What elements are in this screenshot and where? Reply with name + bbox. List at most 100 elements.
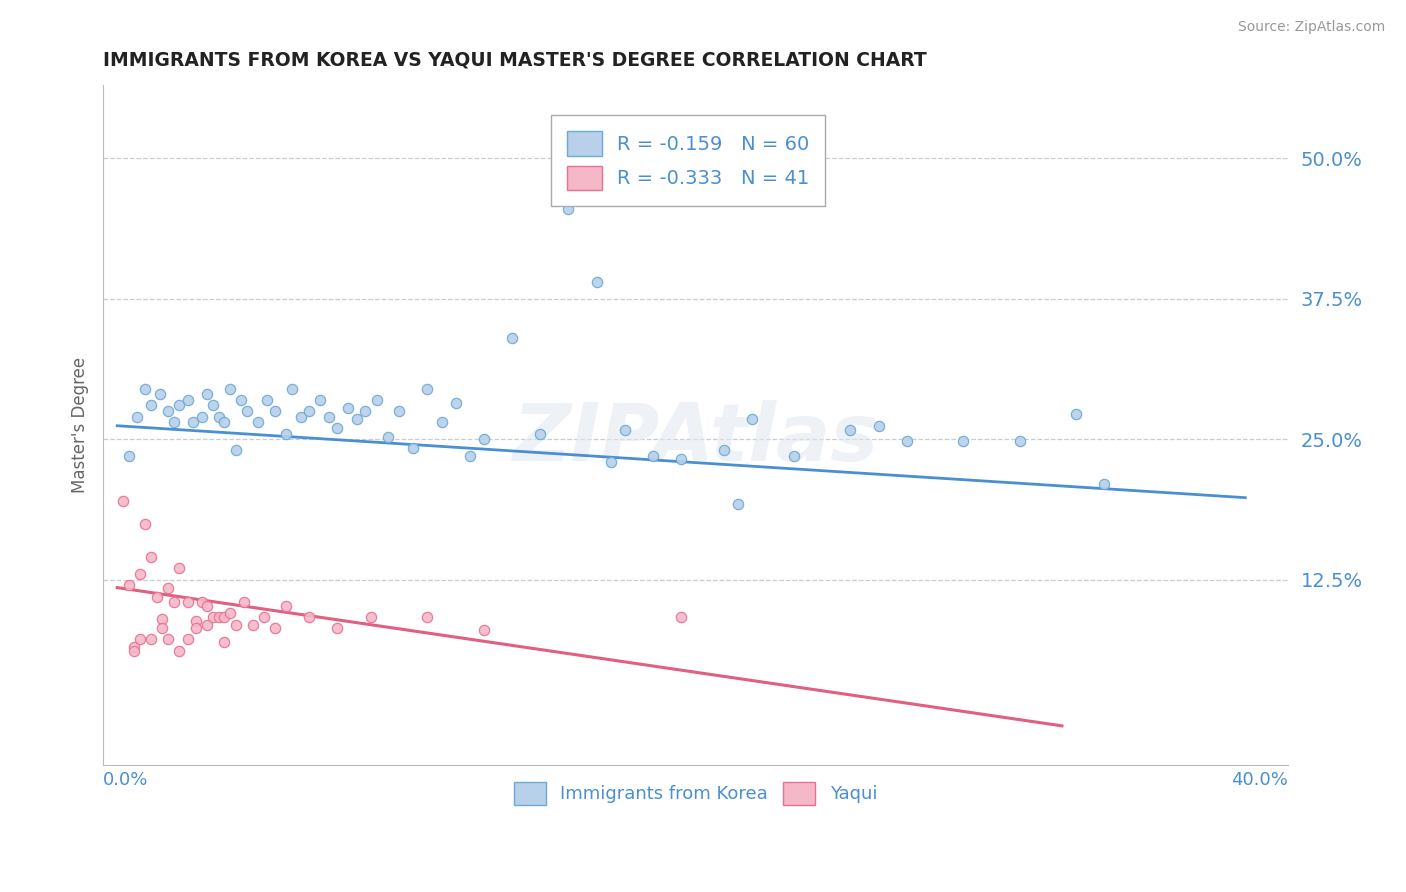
Point — [139, 632, 162, 647]
Point — [156, 404, 179, 418]
Point — [388, 404, 411, 418]
Text: 0.0%: 0.0% — [103, 772, 149, 789]
Point — [416, 610, 439, 624]
Point — [202, 399, 225, 413]
Text: Source: ZipAtlas.com: Source: ZipAtlas.com — [1237, 20, 1385, 34]
Point — [346, 412, 368, 426]
Point — [214, 634, 236, 648]
Point — [242, 617, 264, 632]
Point — [162, 415, 184, 429]
Point — [839, 423, 862, 437]
Point — [741, 412, 763, 426]
Point — [150, 621, 173, 635]
Point — [177, 632, 200, 647]
Text: 40.0%: 40.0% — [1230, 772, 1288, 789]
Point — [430, 415, 453, 429]
Point — [134, 382, 156, 396]
Point — [177, 595, 200, 609]
Point — [501, 331, 523, 345]
Point — [162, 595, 184, 609]
Point — [156, 581, 179, 595]
Point — [197, 387, 219, 401]
Point — [139, 399, 162, 413]
Point — [202, 610, 225, 624]
Point — [360, 610, 382, 624]
Point — [298, 404, 321, 418]
Point — [337, 401, 360, 415]
Point — [214, 610, 236, 624]
Point — [377, 430, 399, 444]
Point — [585, 275, 607, 289]
Point — [1092, 477, 1115, 491]
Point — [298, 610, 321, 624]
Point — [366, 392, 388, 407]
Point — [134, 516, 156, 531]
Point — [458, 449, 481, 463]
Point — [599, 455, 621, 469]
Point — [713, 443, 735, 458]
Point — [896, 434, 918, 449]
Point — [727, 497, 749, 511]
Point — [186, 615, 208, 629]
Point — [122, 643, 145, 657]
Point — [225, 617, 247, 632]
Point — [472, 432, 495, 446]
Point — [247, 415, 270, 429]
Point — [191, 595, 214, 609]
Point — [868, 418, 890, 433]
Point — [309, 392, 332, 407]
Point — [326, 621, 349, 635]
Point — [150, 612, 173, 626]
Point — [197, 599, 219, 613]
Point — [191, 409, 214, 424]
Legend: Immigrants from Korea, Yaqui: Immigrants from Korea, Yaqui — [505, 772, 886, 814]
Point — [276, 599, 298, 613]
Point — [125, 409, 148, 424]
Point — [671, 610, 693, 624]
Point — [557, 202, 579, 216]
Point — [783, 449, 806, 463]
Point — [225, 443, 247, 458]
Point — [1008, 434, 1031, 449]
Point — [952, 434, 974, 449]
Point — [156, 632, 179, 647]
Point — [177, 392, 200, 407]
Point — [290, 409, 312, 424]
Point — [117, 449, 139, 463]
Point — [148, 387, 170, 401]
Point — [233, 595, 256, 609]
Point — [354, 404, 377, 418]
Point — [236, 404, 259, 418]
Point — [641, 449, 664, 463]
Point — [145, 590, 167, 604]
Point — [416, 382, 439, 396]
Point — [671, 452, 693, 467]
Point — [264, 404, 287, 418]
Point — [326, 421, 349, 435]
Point — [214, 415, 236, 429]
Point — [197, 617, 219, 632]
Point — [219, 607, 242, 621]
Point — [169, 561, 191, 575]
Point — [183, 415, 205, 429]
Point — [208, 610, 231, 624]
Point — [169, 643, 191, 657]
Point — [128, 632, 150, 647]
Point — [219, 382, 242, 396]
Point — [318, 409, 340, 424]
Point — [253, 610, 276, 624]
Point — [402, 441, 425, 455]
Point — [276, 426, 298, 441]
Point — [208, 409, 231, 424]
Point — [169, 399, 191, 413]
Point — [186, 621, 208, 635]
Text: ZIPAtlas: ZIPAtlas — [512, 400, 879, 478]
Text: IMMIGRANTS FROM KOREA VS YAQUI MASTER'S DEGREE CORRELATION CHART: IMMIGRANTS FROM KOREA VS YAQUI MASTER'S … — [103, 51, 927, 70]
Point — [472, 624, 495, 638]
Point — [117, 578, 139, 592]
Point — [139, 550, 162, 565]
Y-axis label: Master's Degree: Master's Degree — [72, 357, 89, 493]
Point — [231, 392, 253, 407]
Point — [281, 382, 304, 396]
Point — [613, 423, 636, 437]
